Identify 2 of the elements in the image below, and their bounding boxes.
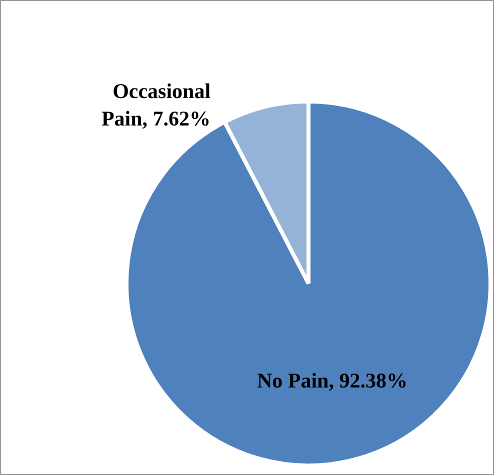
slice-label: No Pain, 92.38% [256, 368, 408, 393]
slice-label: Occasional Pain, 7.62% [101, 78, 211, 131]
